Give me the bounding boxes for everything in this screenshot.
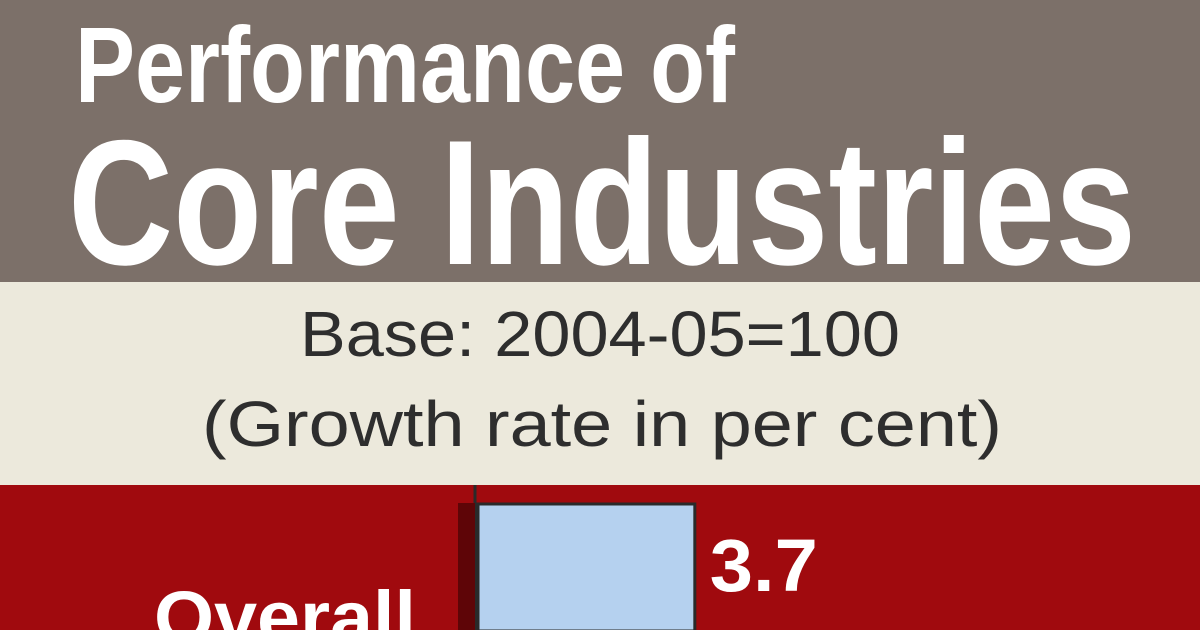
- chart-subtitle: Base: 2004-05=100: [300, 298, 900, 370]
- chart-title: Core Industries: [68, 103, 1136, 302]
- chart-subtitle: (Growth rate in per cent): [202, 388, 1002, 460]
- subtitle-band: [0, 282, 1200, 485]
- title-band: [0, 0, 1200, 282]
- category-label: Overall: [154, 576, 416, 630]
- value-label: 3.7: [710, 524, 818, 607]
- bar: [476, 502, 697, 630]
- bar-shadow: [458, 503, 475, 630]
- chart-title: Performance of: [75, 4, 736, 125]
